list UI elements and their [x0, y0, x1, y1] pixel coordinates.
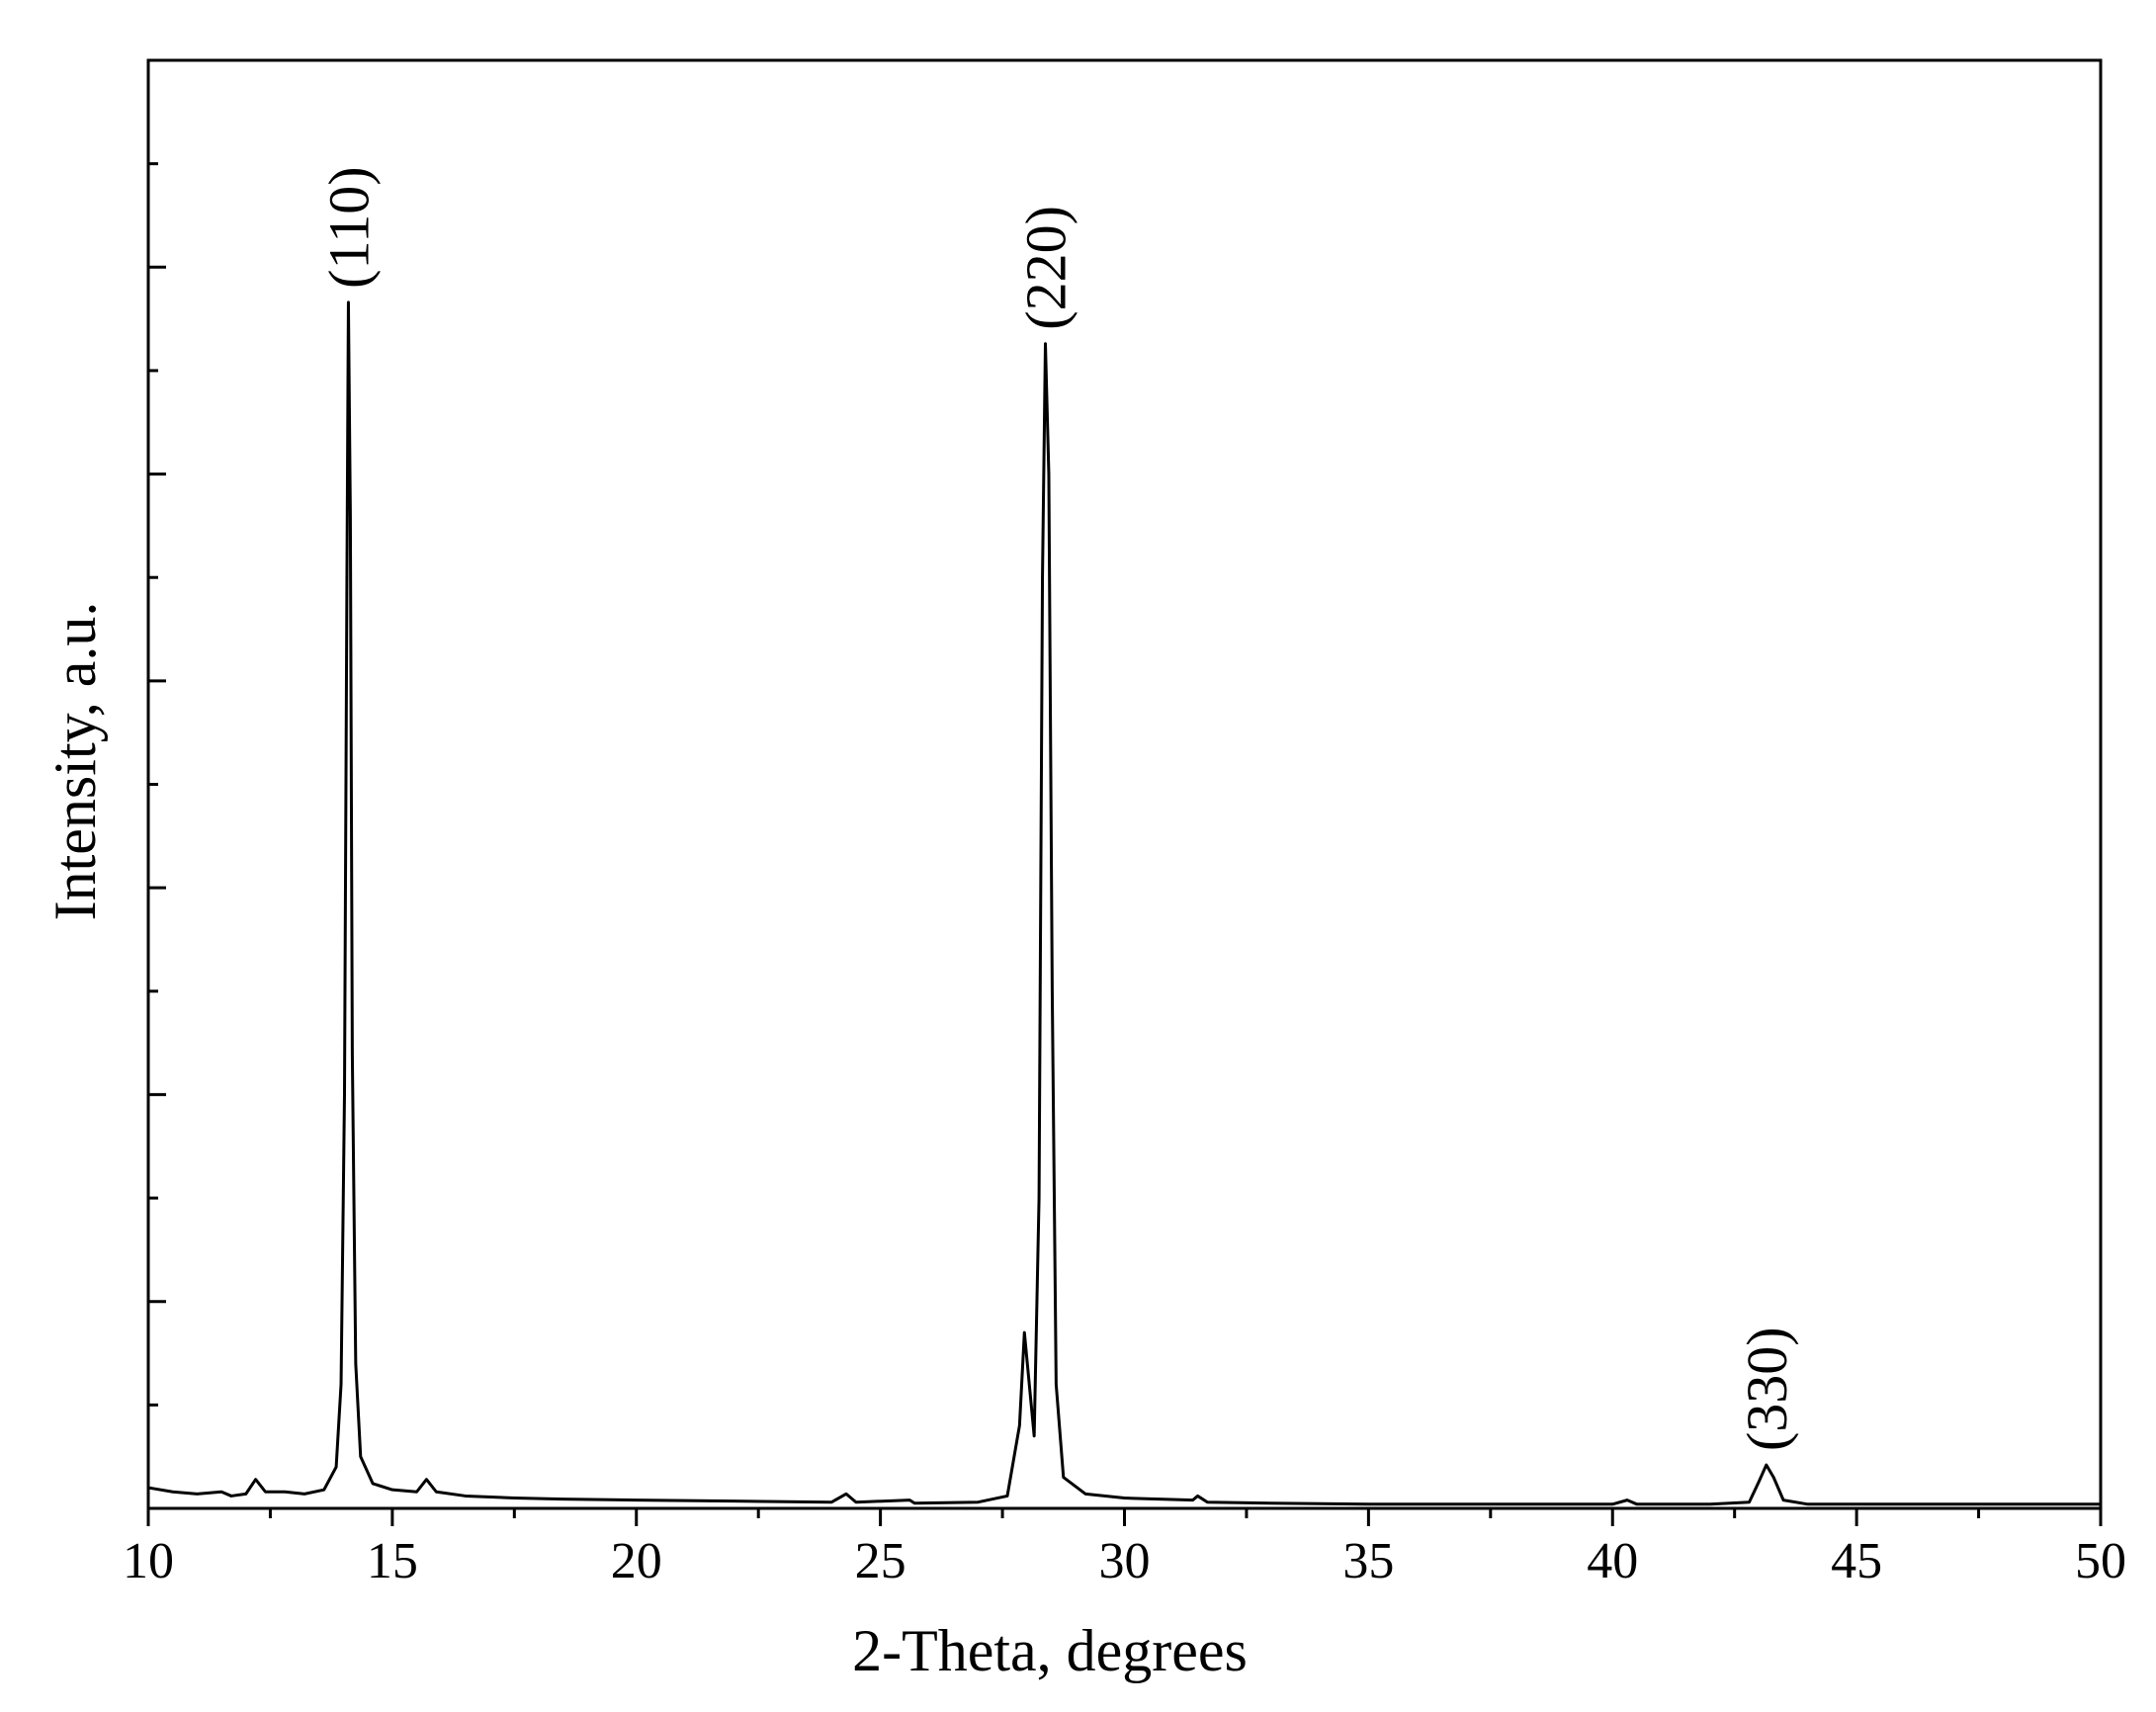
x-tick-label: 10	[123, 1533, 174, 1589]
peak-label: (220)	[1014, 206, 1078, 330]
x-tick-label: 25	[855, 1533, 906, 1589]
y-axis-label: Intensity, a.u.	[43, 602, 108, 921]
data-line	[147, 300, 2101, 1506]
x-axis-label: 2-Theta, degrees	[852, 1618, 1248, 1683]
peak-label: (110)	[316, 166, 381, 288]
x-tick-label: 30	[1099, 1533, 1151, 1589]
x-tick-label: 50	[2075, 1533, 2126, 1589]
peak-label: (330)	[1735, 1327, 1799, 1451]
x-tick-label: 45	[1831, 1533, 1882, 1589]
x-tick-label: 40	[1587, 1533, 1638, 1589]
plot-frame	[146, 58, 2103, 1510]
x-tick-label: 15	[367, 1533, 418, 1589]
x-tick-label: 35	[1342, 1533, 1394, 1589]
x-tick-label: 20	[611, 1533, 662, 1589]
